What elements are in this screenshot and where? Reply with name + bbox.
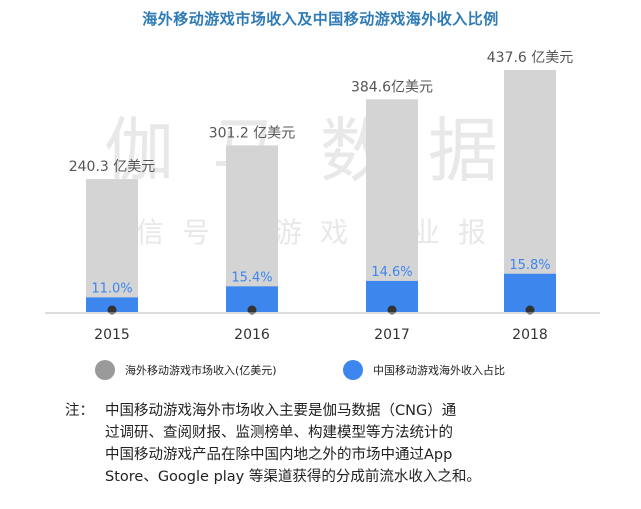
x-tick-label-2018: 2018 — [512, 327, 548, 343]
legend-swatch-gray — [95, 360, 115, 380]
footnote-text: 中国移动游戏海外市场收入主要是伽马数据（CNG）通 过调研、查阅财报、监测榜单、… — [105, 403, 481, 485]
bar-marker-2017 — [387, 305, 397, 315]
data-label-revenue-2016: 301.2 亿美元 — [209, 125, 296, 141]
bar-china-share-2015 — [86, 297, 138, 312]
watermark-sub: 微信号：游戏产业报告 — [90, 216, 550, 249]
legend-swatch-blue — [343, 360, 363, 380]
bar-marker-2018 — [525, 305, 535, 315]
chart-title: 海外移动游戏市场收入及中国移动游戏海外收入比例 — [142, 10, 499, 28]
legend-item-china-share: 中国移动游戏海外收入占比 — [343, 360, 505, 380]
data-label-share-2018: 15.8% — [509, 258, 550, 273]
data-label-share-2015: 11.0% — [91, 281, 132, 296]
bar-overseas-revenue-2017 — [366, 99, 418, 312]
bars-layer: 240.3 亿美元 11.0% 301.2 亿美元 15.4% 384.6亿美元 14.6… — [69, 50, 574, 315]
bar-overseas-revenue-2018 — [504, 70, 556, 312]
x-tick-label-2015: 2015 — [94, 327, 130, 343]
data-label-share-2016: 15.4% — [231, 270, 272, 285]
data-label-revenue-2018: 437.6 亿美元 — [487, 50, 574, 66]
x-tick-labels: 2015 2016 2017 2018 — [94, 327, 548, 343]
legend: 海外移动游戏市场收入(亿美元) 中国移动游戏海外收入占比 — [95, 360, 595, 390]
watermark-main: 伽马数据 — [104, 110, 536, 192]
x-tick-label-2017: 2017 — [374, 327, 410, 343]
bar-overseas-revenue-2016 — [226, 145, 278, 312]
legend-item-overseas-revenue: 海外移动游戏市场收入(亿美元) — [95, 360, 277, 380]
bar-overseas-revenue-2015 — [86, 179, 138, 312]
data-label-revenue-2017: 384.6亿美元 — [351, 79, 433, 95]
data-label-revenue-2015: 240.3 亿美元 — [69, 159, 156, 175]
data-label-share-2017: 14.6% — [371, 265, 412, 280]
legend-label-overseas-revenue: 海外移动游戏市场收入(亿美元) — [125, 364, 277, 377]
footnote-prefix: 注： — [65, 403, 94, 419]
bar-marker-2016 — [247, 305, 257, 315]
x-tick-label-2016: 2016 — [234, 327, 270, 343]
legend-label-china-share: 中国移动游戏海外收入占比 — [373, 364, 505, 377]
bar-marker-2015 — [107, 305, 117, 315]
footnote: 注： 中国移动游戏海外市场收入主要是伽马数据（CNG）通 过调研、查阅财报、监测… — [65, 400, 585, 488]
